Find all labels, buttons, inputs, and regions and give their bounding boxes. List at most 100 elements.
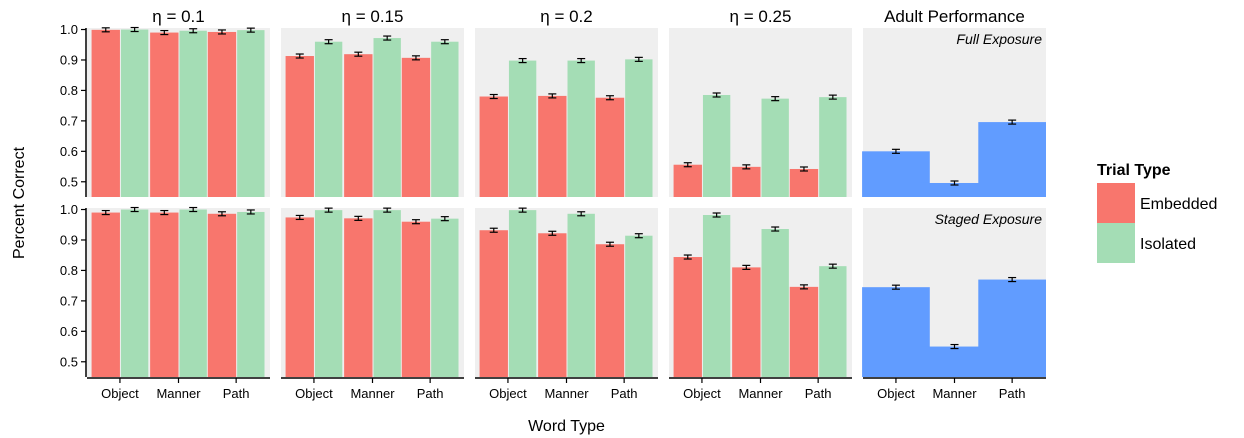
x-tick-label: Object: [101, 386, 139, 401]
embedded-bar: [732, 166, 761, 197]
y-tick-label: 0.6: [60, 144, 78, 159]
error-bar: [891, 284, 900, 290]
isolated-bar: [819, 266, 847, 377]
x-tick-label: Manner: [350, 386, 395, 401]
error-bar: [518, 57, 527, 64]
error-bar: [411, 55, 420, 61]
embedded-bar: [673, 257, 702, 377]
x-tick-label: Path: [611, 386, 638, 401]
x-tick-label: Manner: [932, 386, 977, 401]
error-bar: [518, 207, 527, 213]
error-bar: [683, 254, 692, 260]
legend: Trial Type Embedded Isolated: [1097, 162, 1217, 263]
embedded-bar: [732, 267, 761, 377]
embedded-bar: [479, 96, 508, 197]
panel-bars: [91, 26, 265, 198]
error-bar: [189, 28, 198, 34]
panel-bars: [673, 92, 847, 197]
error-bar: [828, 94, 837, 100]
error-bar: [324, 39, 333, 45]
error-bar: [354, 215, 363, 221]
x-tick-label: Path: [417, 386, 444, 401]
y-tick-label: 0.8: [60, 83, 78, 98]
embedded-bar: [91, 29, 120, 197]
isolated-bar: [567, 60, 595, 197]
error-bar: [160, 209, 169, 216]
error-bar: [130, 206, 139, 213]
legend-swatch: [1097, 223, 1135, 263]
adult-bar: [862, 151, 930, 197]
adult-bar: [978, 122, 1046, 197]
isolated-bar: [567, 213, 595, 377]
x-tick-label: Path: [805, 386, 832, 401]
error-bar: [324, 207, 333, 213]
embedded-bar: [285, 217, 314, 377]
error-bar: [383, 207, 392, 213]
panel-bars: [862, 119, 1046, 197]
adult-bar: [920, 346, 989, 377]
error-bar: [217, 29, 226, 35]
y-tick-label: 0.9: [60, 52, 78, 67]
error-bar: [683, 162, 692, 168]
error-bar: [712, 212, 721, 218]
embedded-bar: [285, 56, 314, 197]
panel-bars: [479, 207, 653, 377]
y-tick-label: 0.7: [60, 113, 78, 128]
y-tick-label: 0.9: [60, 232, 78, 247]
error-bar: [411, 219, 420, 225]
y-axis-title: Percent Correct: [11, 146, 28, 259]
adult-bar: [862, 287, 930, 377]
isolated-bar: [431, 218, 459, 377]
legend-title: Trial Type: [1097, 162, 1171, 179]
embedded-bar: [673, 164, 702, 197]
error-bar: [246, 209, 255, 215]
panel-bars: [673, 212, 847, 377]
error-bar: [634, 233, 643, 239]
embedded-bar: [479, 230, 508, 377]
error-bar: [742, 164, 751, 170]
isolated-bar: [508, 60, 537, 197]
embedded-bar: [401, 57, 431, 197]
adult-bar: [920, 182, 989, 197]
y-tick-label: 1.0: [60, 22, 78, 37]
x-tick-label: Manner: [738, 386, 783, 401]
y-tick-label: 0.6: [60, 324, 78, 339]
x-axis-title: Word Type: [528, 418, 605, 435]
error-bar: [354, 51, 363, 57]
facet-row-label: Full Exposure: [956, 31, 1042, 47]
error-bar: [891, 148, 900, 154]
error-bar: [1008, 119, 1017, 125]
embedded-bar: [207, 31, 237, 198]
facet-row-label: Staged Exposure: [935, 211, 1043, 227]
error-bar: [101, 209, 110, 216]
error-bar: [577, 57, 586, 64]
embedded-bar: [595, 97, 625, 197]
error-bar: [246, 27, 255, 33]
x-tick-label: Path: [999, 386, 1026, 401]
isolated-bar: [625, 235, 653, 377]
facet-column-title: η = 0.1: [152, 7, 204, 26]
isolated-bar: [761, 98, 789, 197]
isolated-bar: [761, 229, 789, 377]
isolated-bar: [120, 209, 149, 377]
isolated-bar: [314, 41, 343, 198]
error-bar: [295, 214, 304, 221]
error-bar: [771, 226, 780, 232]
legend-swatch: [1097, 183, 1135, 223]
error-bar: [440, 216, 449, 222]
error-bar: [101, 27, 110, 33]
embedded-bar: [789, 286, 819, 377]
embedded-bar: [91, 212, 120, 377]
isolated-bar: [373, 38, 401, 198]
x-tick-label: Manner: [156, 386, 201, 401]
y-tick-label: 0.5: [60, 354, 78, 369]
facet-column-title: Adult Performance: [884, 7, 1025, 26]
x-tick-label: Path: [223, 386, 250, 401]
embedded-bar: [789, 168, 819, 197]
error-bar: [295, 53, 304, 59]
y-tick-label: 0.5: [60, 174, 78, 189]
embedded-bar: [207, 213, 237, 377]
embedded-bar: [344, 54, 373, 198]
x-tick-label: Object: [295, 386, 333, 401]
